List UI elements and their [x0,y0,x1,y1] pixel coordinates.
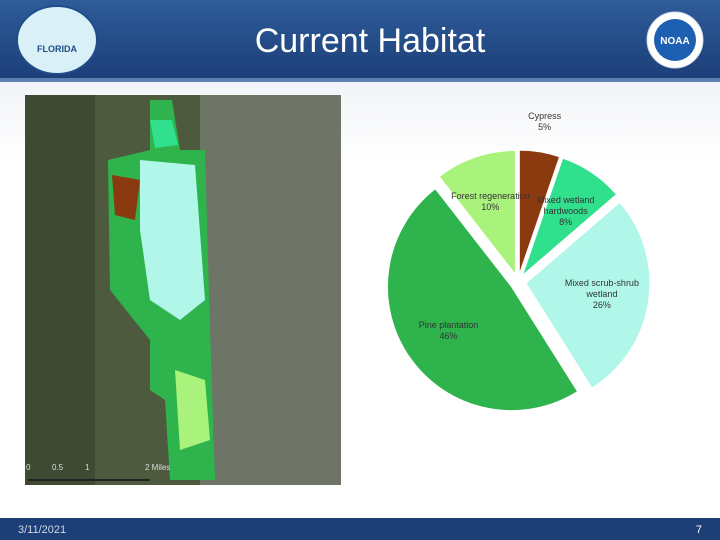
slice-value: 46% [439,330,458,341]
slice-value: 8% [559,217,573,228]
map [25,95,341,485]
pie-slice [518,149,561,275]
slice-name: Forest regeneration [451,190,530,201]
header-bar [0,0,720,78]
slice-name: Cypress [528,111,562,122]
scale-label: 0 [26,463,31,472]
logo-right-inner [654,19,696,61]
map-urban [200,95,341,485]
pie-chart [386,149,651,412]
slice-value: 10% [481,201,500,212]
scale-label: 0.5 [52,463,64,472]
habitat-scrub [140,160,205,320]
slide-title: Current Habitat [255,22,486,60]
scale-label: 1 [85,463,90,472]
logo-left-text: FLORIDA [37,44,77,54]
slice-value: 26% [592,300,611,311]
page-number: 7 [696,524,702,536]
footer-date: 3/11/2021 [18,524,66,536]
logo-left [16,5,98,75]
pie-slice [521,157,618,277]
slice-name: Mixed wetland hardwoods [536,195,595,217]
logo-right-text: NOAA [660,36,689,47]
slice-name: Pine plantation [418,319,479,330]
footer-bar [0,518,720,540]
slice-name: Mixed scrub-shrub wetland [564,278,639,300]
pie-slice [438,149,516,276]
pie-slice [386,188,579,412]
slice-value: 5% [538,122,552,133]
habitat-regeneration [175,370,210,450]
habitat-cypress [112,175,140,220]
scale-label: 2 Miles [145,463,170,472]
habitat-hardwoods [150,120,178,148]
header-rule [0,78,720,82]
map-forest [25,95,95,485]
pie-slice [525,201,651,389]
